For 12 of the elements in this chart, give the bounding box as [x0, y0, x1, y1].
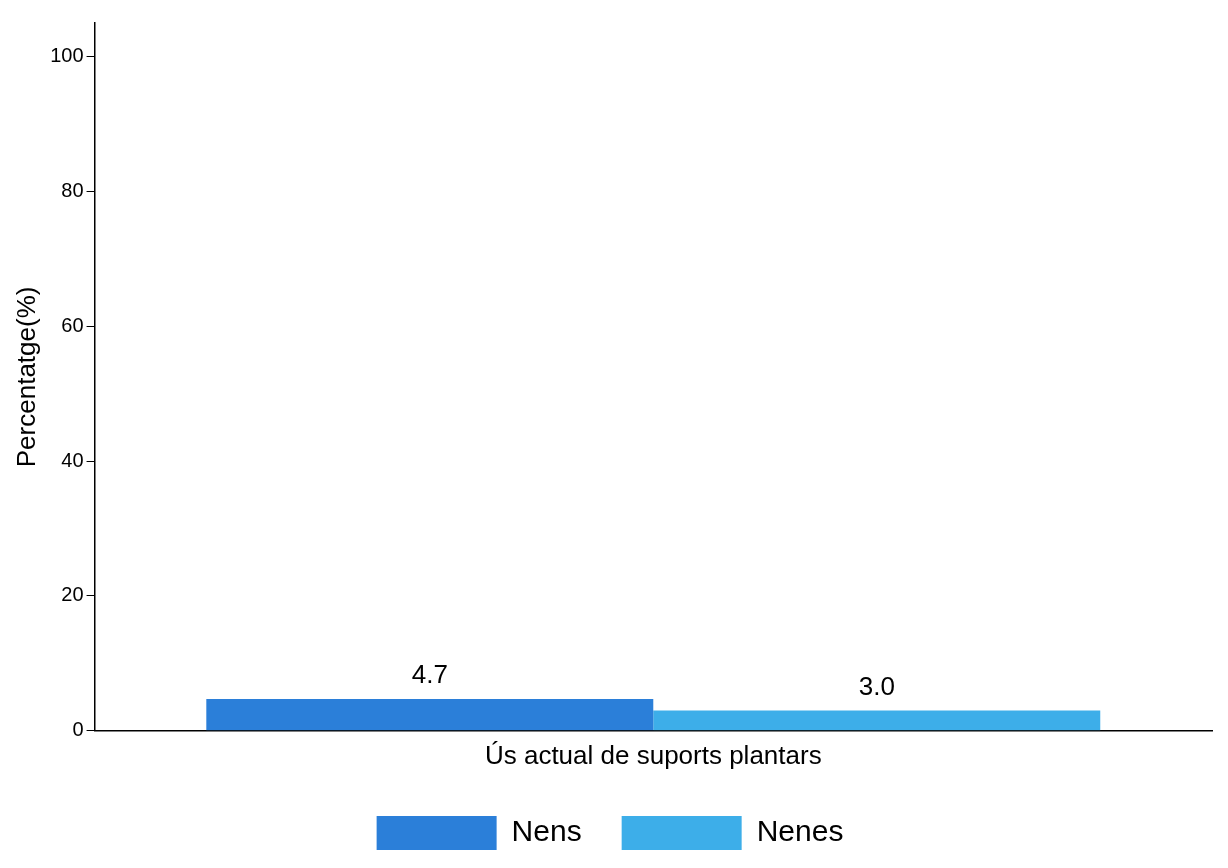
legend-label: Nenes — [756, 814, 844, 848]
y-tick-label: 20 — [61, 583, 84, 606]
y-tick-label: 100 — [50, 44, 84, 67]
x-axis-title: Ús actual de suports plantars — [484, 739, 822, 770]
data-label: 4.7 — [411, 659, 448, 690]
y-axis-title: Percentatge(%) — [10, 286, 41, 468]
y-tick-label: 80 — [61, 179, 84, 202]
legend-label: Nens — [511, 814, 582, 848]
y-tick-label: 0 — [72, 718, 84, 741]
data-label: 3.0 — [858, 670, 895, 701]
y-tick-label: 60 — [61, 313, 84, 336]
y-tick-label: 40 — [61, 448, 84, 471]
